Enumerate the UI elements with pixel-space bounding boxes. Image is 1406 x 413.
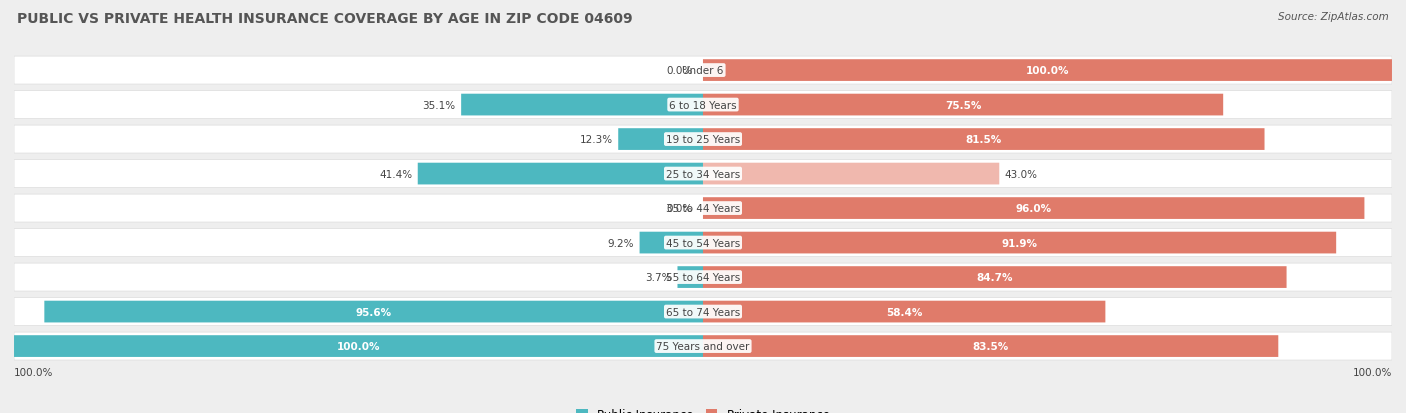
- FancyBboxPatch shape: [418, 163, 703, 185]
- Text: 100.0%: 100.0%: [14, 368, 53, 377]
- Text: Source: ZipAtlas.com: Source: ZipAtlas.com: [1278, 12, 1389, 22]
- FancyBboxPatch shape: [703, 266, 1286, 288]
- FancyBboxPatch shape: [14, 335, 703, 357]
- Text: 41.4%: 41.4%: [380, 169, 412, 179]
- Text: 43.0%: 43.0%: [1005, 169, 1038, 179]
- Text: 81.5%: 81.5%: [966, 135, 1002, 145]
- FancyBboxPatch shape: [14, 195, 1392, 223]
- FancyBboxPatch shape: [14, 332, 1392, 360]
- Text: 0.0%: 0.0%: [666, 204, 693, 214]
- Text: 6 to 18 Years: 6 to 18 Years: [669, 100, 737, 110]
- FancyBboxPatch shape: [14, 126, 1392, 154]
- Text: 100.0%: 100.0%: [1353, 368, 1392, 377]
- Text: 19 to 25 Years: 19 to 25 Years: [666, 135, 740, 145]
- Text: Under 6: Under 6: [682, 66, 724, 76]
- Text: 35.1%: 35.1%: [423, 100, 456, 110]
- Text: PUBLIC VS PRIVATE HEALTH INSURANCE COVERAGE BY AGE IN ZIP CODE 04609: PUBLIC VS PRIVATE HEALTH INSURANCE COVER…: [17, 12, 633, 26]
- Text: 12.3%: 12.3%: [579, 135, 613, 145]
- FancyBboxPatch shape: [14, 229, 1392, 257]
- FancyBboxPatch shape: [703, 163, 1000, 185]
- Text: 95.6%: 95.6%: [356, 307, 392, 317]
- Text: 65 to 74 Years: 65 to 74 Years: [666, 307, 740, 317]
- Text: 84.7%: 84.7%: [977, 273, 1012, 282]
- Text: 83.5%: 83.5%: [973, 341, 1008, 351]
- FancyBboxPatch shape: [678, 266, 703, 288]
- FancyBboxPatch shape: [14, 57, 1392, 85]
- Text: 0.0%: 0.0%: [666, 66, 693, 76]
- Text: 35 to 44 Years: 35 to 44 Years: [666, 204, 740, 214]
- Text: 75.5%: 75.5%: [945, 100, 981, 110]
- Text: 9.2%: 9.2%: [607, 238, 634, 248]
- FancyBboxPatch shape: [14, 91, 1392, 119]
- FancyBboxPatch shape: [703, 198, 1364, 219]
- Text: 58.4%: 58.4%: [886, 307, 922, 317]
- Text: 100.0%: 100.0%: [337, 341, 380, 351]
- Text: 45 to 54 Years: 45 to 54 Years: [666, 238, 740, 248]
- FancyBboxPatch shape: [703, 301, 1105, 323]
- FancyBboxPatch shape: [640, 232, 703, 254]
- Legend: Public Insurance, Private Insurance: Public Insurance, Private Insurance: [571, 404, 835, 413]
- FancyBboxPatch shape: [14, 298, 1392, 326]
- FancyBboxPatch shape: [703, 60, 1392, 82]
- Text: 96.0%: 96.0%: [1015, 204, 1052, 214]
- Text: 55 to 64 Years: 55 to 64 Years: [666, 273, 740, 282]
- Text: 75 Years and over: 75 Years and over: [657, 341, 749, 351]
- FancyBboxPatch shape: [14, 160, 1392, 188]
- FancyBboxPatch shape: [703, 129, 1264, 151]
- FancyBboxPatch shape: [703, 335, 1278, 357]
- FancyBboxPatch shape: [14, 263, 1392, 291]
- Text: 25 to 34 Years: 25 to 34 Years: [666, 169, 740, 179]
- FancyBboxPatch shape: [619, 129, 703, 151]
- Text: 91.9%: 91.9%: [1001, 238, 1038, 248]
- Text: 3.7%: 3.7%: [645, 273, 672, 282]
- FancyBboxPatch shape: [703, 232, 1336, 254]
- FancyBboxPatch shape: [461, 95, 703, 116]
- FancyBboxPatch shape: [703, 95, 1223, 116]
- FancyBboxPatch shape: [45, 301, 703, 323]
- Text: 100.0%: 100.0%: [1026, 66, 1069, 76]
